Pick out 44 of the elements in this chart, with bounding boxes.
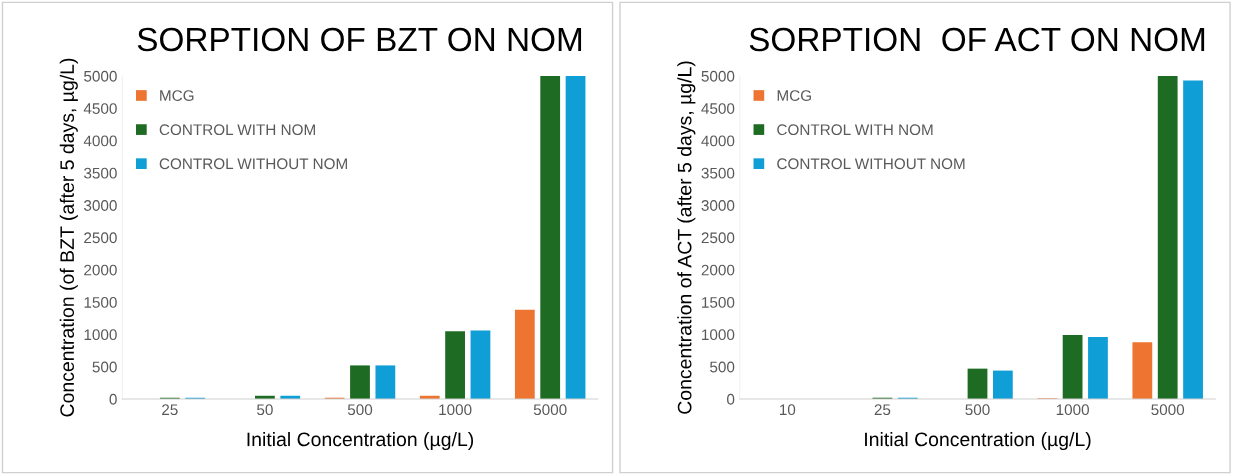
y-tick-label: 3000 [84,200,117,211]
y-tick-label: 1000 [702,329,735,341]
x-tick-label: 50 [257,404,273,416]
y-tick-label: 1500 [84,296,117,308]
legend-label: CONTROL WITH NOM [159,124,315,136]
y-tick-label: 2000 [84,264,117,276]
y-tick-label: 3500 [84,167,117,179]
x-tick-label: 1000 [1056,404,1089,416]
x-tick-label: 5000 [1151,404,1185,416]
legend-label: CONTROL WITHOUT NOM [777,158,965,170]
legend-label: MCG [777,90,811,101]
x-tick-label: 25 [874,404,891,416]
x-tick-label: 5000 [533,404,567,416]
x-tick-label: 1000 [439,404,472,416]
y-tick-label: 3500 [701,167,735,179]
x-tick-label: 10 [779,404,796,416]
y-tick-label: 500 [92,361,117,373]
x-axis-title: Initial Concentration (µg/L) [865,431,1091,451]
y-tick-label: 5000 [701,70,735,82]
y-tick-label: 4000 [701,135,735,147]
x-tick-label: 500 [965,404,990,416]
chart-title: SORPTION OF ACT ON NOM [749,27,1205,52]
y-tick-label: 2500 [84,232,117,244]
y-axis-title: Concentration of ACT (after 5 days, µg/L) [677,61,696,414]
legend-label: MCG [160,90,194,101]
y-tick-label: 1000 [84,329,117,341]
y-tick-label: 0 [109,393,117,405]
x-axis-title: Initial Concentration (µg/L) [247,431,474,451]
y-tick-label: 3000 [701,200,735,211]
y-tick-label: 2000 [701,264,735,276]
y-tick-label: 4000 [83,135,117,147]
y-tick-label: 2500 [701,232,735,244]
legend-label: CONTROL WITHOUT NOM [159,158,347,170]
y-tick-label: 5000 [84,70,117,82]
x-tick-label: 500 [347,404,373,416]
y-tick-label: 500 [710,361,735,373]
y-tick-label: 1500 [702,296,735,308]
y-tick-label: 4500 [701,103,735,114]
y-axis-title: Concentration (of BZT (after 5 days, µg/L) [59,58,78,417]
x-tick-label: 25 [162,404,178,416]
y-tick-label: 0 [727,393,735,405]
chart-title: SORPTION OF BZT ON NOM [137,27,582,52]
legend-label: CONTROL WITH NOM [777,124,933,136]
y-tick-label: 4500 [83,103,117,114]
